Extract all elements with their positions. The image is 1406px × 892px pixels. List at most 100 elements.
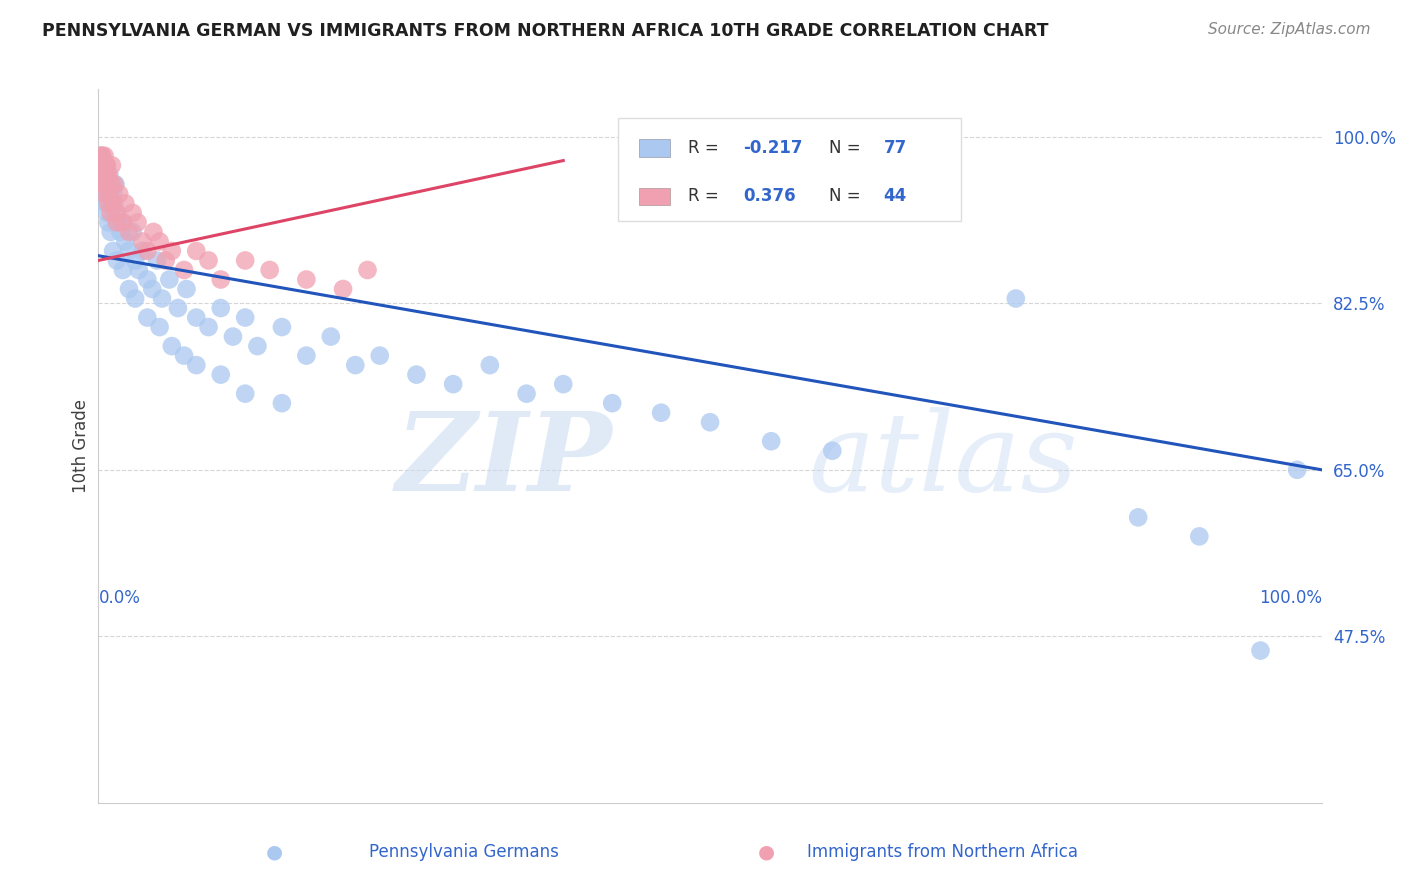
Point — [761, 434, 783, 449]
Point — [1286, 463, 1309, 477]
Point — [295, 349, 318, 363]
Point — [90, 168, 112, 182]
Point — [186, 244, 208, 258]
Y-axis label: 10th Grade: 10th Grade — [72, 399, 90, 493]
Point — [103, 178, 125, 192]
Point — [91, 168, 114, 182]
Point — [105, 253, 128, 268]
Point — [128, 263, 150, 277]
Point — [146, 253, 169, 268]
Point — [104, 178, 127, 192]
Point — [91, 149, 114, 163]
Point — [89, 158, 111, 172]
Point — [107, 215, 129, 229]
Point — [96, 168, 118, 182]
Point — [149, 235, 172, 249]
Point — [186, 310, 208, 325]
Text: atlas: atlas — [808, 407, 1077, 514]
Point — [141, 282, 163, 296]
Point — [136, 244, 159, 258]
Text: ●: ● — [266, 842, 283, 862]
Point — [94, 196, 117, 211]
Point — [160, 339, 183, 353]
Point — [142, 225, 165, 239]
Point — [100, 225, 122, 239]
Point — [1249, 643, 1271, 657]
Point — [100, 206, 122, 220]
Point — [368, 349, 391, 363]
Point — [270, 396, 294, 410]
Point — [111, 215, 134, 229]
Point — [233, 386, 256, 401]
Point — [90, 149, 112, 163]
Point — [98, 186, 121, 201]
Point — [124, 292, 146, 306]
Point — [344, 358, 367, 372]
Text: Pennsylvania Germans: Pennsylvania Germans — [368, 843, 560, 861]
Point — [93, 186, 115, 201]
Text: 0.376: 0.376 — [742, 187, 796, 205]
Point — [136, 310, 159, 325]
Point — [699, 415, 721, 429]
Point — [1188, 529, 1211, 543]
Point — [103, 196, 125, 211]
Point — [157, 272, 180, 286]
Point — [100, 196, 122, 211]
Point — [186, 358, 208, 372]
Point — [160, 244, 183, 258]
Point — [197, 320, 219, 334]
Point — [110, 225, 132, 239]
Point — [149, 320, 172, 334]
Point — [121, 225, 143, 239]
Point — [96, 178, 118, 192]
Point — [650, 406, 672, 420]
Point — [441, 377, 464, 392]
Point — [246, 339, 269, 353]
Point — [111, 215, 134, 229]
Point — [97, 168, 120, 182]
Point — [176, 282, 198, 296]
Point — [197, 253, 219, 268]
Point — [118, 225, 141, 239]
Point — [97, 215, 120, 229]
Point — [108, 186, 131, 201]
Point — [101, 178, 124, 192]
Point — [173, 263, 195, 277]
Point — [94, 158, 117, 172]
Point — [173, 349, 195, 363]
Point — [89, 149, 111, 163]
Point — [118, 244, 141, 258]
Text: ZIP: ZIP — [395, 407, 612, 514]
Point — [1004, 292, 1026, 306]
Text: -0.217: -0.217 — [742, 139, 803, 157]
Point — [96, 158, 118, 172]
Point — [1128, 510, 1150, 524]
Text: ●: ● — [758, 842, 775, 862]
Text: Source: ZipAtlas.com: Source: ZipAtlas.com — [1208, 22, 1371, 37]
Point — [98, 168, 121, 182]
Point — [97, 196, 120, 211]
Point — [121, 206, 143, 220]
Text: N =: N = — [828, 187, 866, 205]
Text: 77: 77 — [884, 139, 907, 157]
Point — [131, 244, 153, 258]
Point — [90, 158, 112, 172]
Text: R =: R = — [688, 139, 724, 157]
Point — [553, 377, 575, 392]
Point — [209, 301, 232, 315]
FancyBboxPatch shape — [640, 187, 669, 205]
Point — [114, 235, 136, 249]
Text: N =: N = — [828, 139, 866, 157]
Point — [124, 253, 146, 268]
Point — [136, 272, 159, 286]
Point — [91, 158, 114, 172]
Point — [259, 263, 281, 277]
Point — [93, 149, 115, 163]
Point — [94, 178, 117, 192]
Point — [91, 158, 114, 172]
Text: 100.0%: 100.0% — [1258, 589, 1322, 607]
Point — [222, 329, 245, 343]
Point — [114, 196, 136, 211]
Point — [96, 206, 118, 220]
Point — [91, 178, 114, 192]
